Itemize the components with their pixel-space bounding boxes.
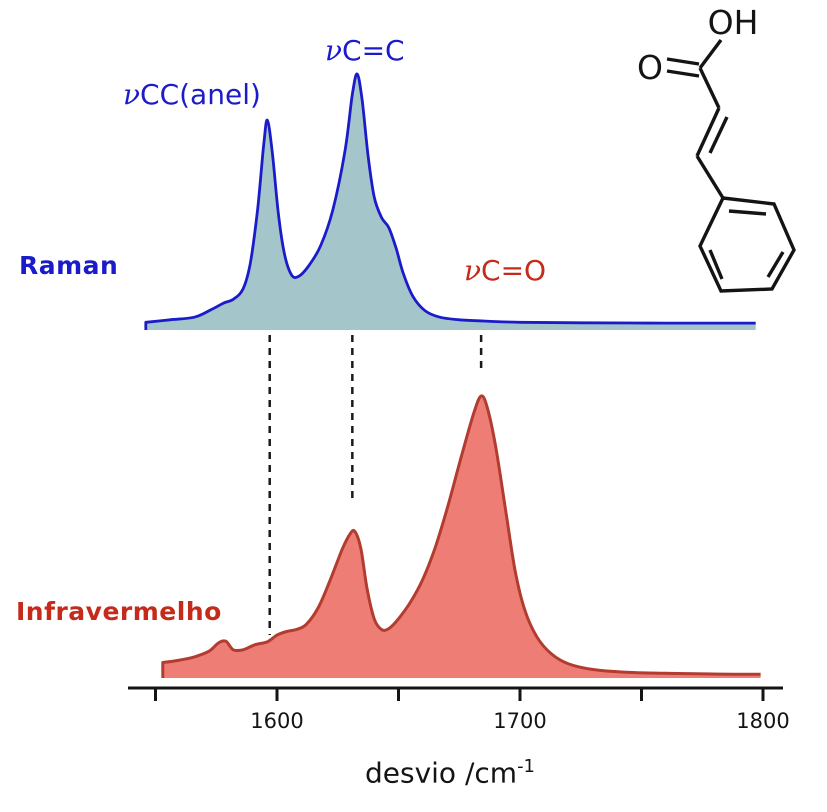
carboxyl-group	[666, 38, 723, 78]
c-c-bond	[698, 67, 721, 109]
infravermelho-spectrum-fill	[162, 395, 761, 678]
infravermelho-spectrum-line	[161, 394, 761, 678]
benzene-ring	[698, 196, 796, 293]
aromatic-inner-bond-top	[728, 209, 767, 216]
raman-series-label: Raman	[19, 251, 119, 280]
aromatic-inner-bond-left	[708, 249, 724, 280]
x-axis-title: desvio /cm-1	[250, 756, 650, 789]
x-axis-title-sup: -1	[517, 756, 536, 777]
x-tick-label-1600: 1600	[250, 709, 303, 733]
benzene-hexagon	[698, 196, 796, 293]
infrared-series-label: Infravermelho	[16, 597, 222, 626]
vinyl-double-bond-line1	[695, 107, 721, 157]
carbonyl-double-bond-line2	[666, 69, 700, 78]
atom-label-o: O	[637, 48, 663, 87]
x-axis-title-text: desvio /cm	[364, 756, 518, 790]
carbonyl-double-bond-line1	[666, 57, 700, 66]
atom-label-oh: OH	[708, 3, 759, 42]
vinyl-double-bond-line2	[708, 116, 729, 154]
c-oh-bond	[698, 38, 723, 70]
x-tick-label-1700: 1700	[493, 709, 546, 733]
raman-spectrum-line	[144, 72, 756, 330]
aromatic-inner-bond-right	[766, 251, 785, 278]
x-tick-label-1800: 1800	[736, 709, 789, 733]
peak-label-cc: νC=C	[325, 34, 405, 67]
raman-spectrum-fill	[145, 73, 756, 330]
vinyl-chain	[695, 67, 729, 199]
chain-to-ring-bond	[695, 155, 725, 199]
peak-label-ring-cc: νCC(anel)	[123, 78, 261, 111]
peak-label-co: νC=O	[464, 254, 547, 287]
